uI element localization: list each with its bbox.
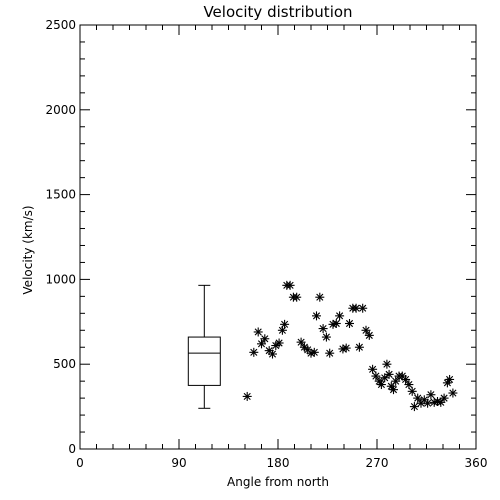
data-point	[382, 359, 392, 369]
data-point	[391, 376, 401, 386]
data-point	[358, 303, 368, 313]
data-point	[257, 339, 266, 349]
data-point	[448, 388, 458, 398]
data-point	[404, 380, 414, 390]
data-point	[351, 303, 361, 313]
data-point	[445, 374, 455, 384]
data-point	[268, 349, 277, 359]
x-tick-label: 180	[267, 456, 290, 470]
data-point	[285, 280, 295, 290]
x-tick-label: 90	[171, 456, 186, 470]
data-point	[274, 338, 284, 348]
data-point	[249, 347, 259, 357]
scatter-points	[242, 280, 458, 412]
data-point	[321, 332, 331, 342]
data-point	[280, 319, 290, 329]
data-point	[364, 330, 374, 340]
y-tick-label: 2500	[45, 18, 76, 32]
data-point	[309, 347, 319, 357]
data-point	[315, 292, 325, 302]
plot-frame	[79, 24, 477, 450]
x-tick-label: 360	[465, 456, 488, 470]
data-point	[376, 380, 386, 390]
data-point	[292, 292, 302, 302]
boxplot	[187, 284, 221, 409]
data-point	[354, 342, 364, 352]
data-point	[335, 311, 345, 321]
y-tick-label: 2000	[45, 103, 76, 117]
data-point	[407, 386, 417, 396]
data-point	[368, 364, 378, 374]
data-point	[384, 369, 394, 379]
data-point	[312, 311, 321, 321]
data-point	[253, 327, 263, 337]
data-point	[361, 325, 371, 335]
data-point	[439, 393, 449, 403]
data-point	[341, 343, 351, 353]
data-point	[260, 334, 270, 344]
data-point	[409, 402, 419, 412]
x-tick-label: 0	[76, 456, 84, 470]
data-point	[389, 385, 398, 395]
x-tick-label: 270	[366, 456, 389, 470]
data-point	[325, 348, 335, 358]
data-point	[345, 318, 354, 328]
data-point	[318, 324, 328, 334]
data-point	[371, 371, 381, 381]
data-point	[426, 390, 436, 400]
tick-labels: 0 90 180 270 360 0 500 1000 1500 2000 2500	[45, 18, 487, 470]
x-axis-label: Angle from north	[227, 475, 329, 489]
y-tick-label: 500	[53, 357, 76, 371]
boxplot-box	[187, 336, 221, 386]
data-point	[401, 374, 411, 384]
y-tick-label: 0	[68, 442, 76, 456]
data-point	[296, 337, 306, 347]
y-axis-label: Velocity (km/s)	[21, 205, 35, 294]
y-tick-label: 1000	[45, 272, 76, 286]
chart-title: Velocity distribution	[203, 3, 352, 21]
axis-ticks	[79, 24, 477, 450]
data-point	[423, 398, 433, 408]
y-tick-label: 1500	[45, 188, 76, 202]
data-point	[331, 318, 341, 328]
data-point	[242, 391, 252, 401]
